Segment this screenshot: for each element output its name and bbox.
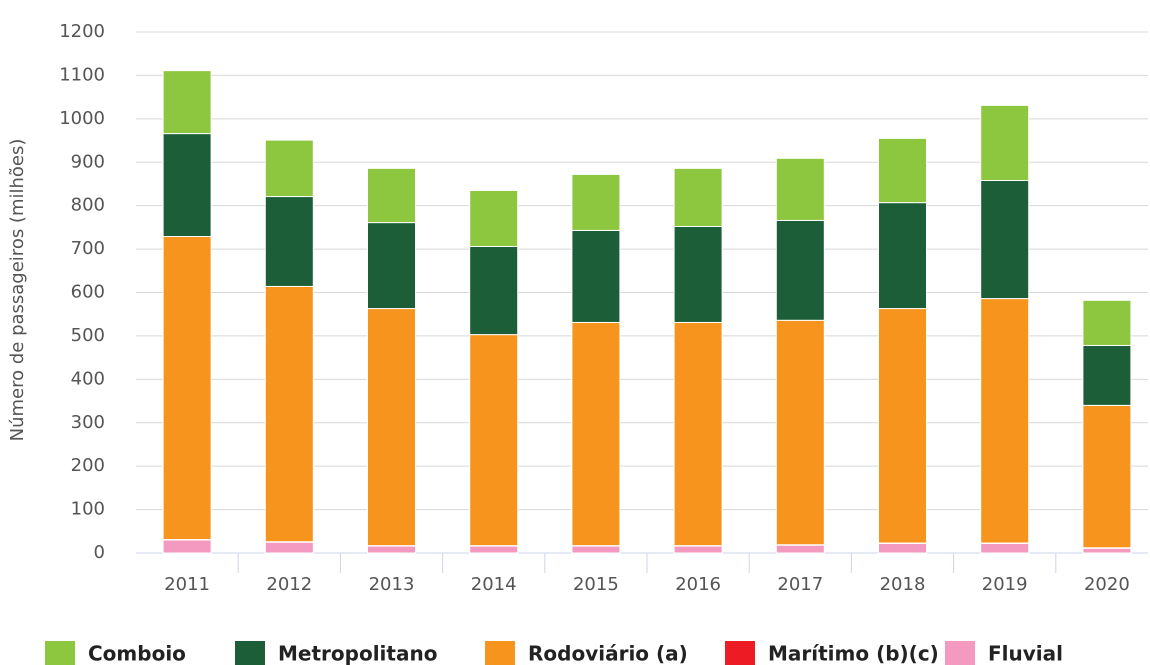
bar-segment: [1082, 547, 1132, 554]
y-tick-label: 700: [71, 238, 105, 259]
bar-segment: [878, 202, 927, 310]
bar-segment: [673, 321, 723, 547]
bar-segment: [162, 70, 212, 135]
bar-segment: [878, 308, 927, 544]
bar-segment: [1082, 299, 1132, 346]
y-tick-label: 800: [71, 195, 105, 216]
y-tick-label: 1200: [59, 21, 105, 42]
bar-segment: [673, 226, 723, 323]
bar-segment: [469, 245, 519, 336]
legend-label: Fluvial: [988, 642, 1063, 665]
bar-segment: [469, 189, 519, 247]
legend-label: Comboio: [88, 642, 186, 665]
bar-segment: [264, 139, 314, 198]
legend-swatch: [45, 641, 75, 665]
x-tick-label: 2014: [471, 574, 517, 595]
bar-segment: [775, 319, 825, 546]
y-tick-label: 100: [71, 499, 105, 520]
x-tick-label: 2019: [982, 574, 1028, 595]
bar-segment: [878, 542, 927, 554]
bar-segment: [162, 235, 212, 541]
bar-segment: [367, 308, 416, 547]
bar-segment: [775, 219, 825, 321]
bar-segment: [469, 334, 519, 547]
bar-segment: [878, 137, 927, 204]
bar-segment: [469, 545, 519, 554]
y-tick-label: 500: [71, 325, 105, 346]
legend-swatch: [485, 641, 515, 665]
bar-segment: [980, 179, 1030, 300]
x-tick-label: 2018: [880, 574, 926, 595]
y-tick-label: 400: [71, 368, 105, 389]
bar-segment: [264, 541, 314, 554]
x-tick-label: 2013: [369, 574, 415, 595]
y-tick-label: 0: [94, 542, 105, 563]
x-tick-label: 2020: [1084, 574, 1130, 595]
y-axis-title: Número de passageiros (milhões): [7, 139, 28, 442]
bar-segment: [673, 545, 723, 554]
x-tick-label: 2017: [777, 574, 823, 595]
bar-segment: [264, 285, 314, 543]
x-tick-label: 2016: [675, 574, 721, 595]
y-tick-label: 1000: [59, 108, 105, 129]
bar-segment: [980, 542, 1030, 554]
bar-segment: [162, 539, 212, 554]
legend-label: Metropolitano: [278, 642, 437, 665]
bar-segment: [162, 133, 212, 237]
legend-swatch: [725, 641, 755, 665]
bar-segment: [571, 229, 621, 323]
y-tick-label: 1100: [59, 64, 105, 85]
bar-segment: [980, 298, 1030, 544]
y-tick-label: 600: [71, 282, 105, 303]
bar-segment: [264, 196, 314, 287]
legend-swatch: [235, 641, 265, 665]
bar-segment: [367, 167, 416, 224]
bar-segment: [775, 544, 825, 554]
bar-segment: [673, 167, 723, 228]
x-tick-label: 2011: [164, 574, 210, 595]
x-tick-label: 2015: [573, 574, 619, 595]
y-tick-label: 900: [71, 151, 105, 172]
bar-segment: [1082, 404, 1132, 549]
bar-segment: [571, 545, 621, 554]
bar-segment: [367, 545, 416, 554]
y-tick-label: 200: [71, 455, 105, 476]
bar-segment: [571, 321, 621, 547]
bar-segment: [571, 173, 621, 231]
legend-label: Marítimo (b)(c): [768, 642, 939, 665]
bar-segment: [367, 222, 416, 310]
x-tick-label: 2012: [266, 574, 312, 595]
legend-swatch: [945, 641, 975, 665]
bar-segment: [980, 104, 1030, 181]
legend-label: Rodoviário (a): [528, 642, 688, 665]
bar-segment: [1082, 344, 1132, 406]
bar-segment: [775, 157, 825, 221]
y-tick-label: 300: [71, 412, 105, 433]
